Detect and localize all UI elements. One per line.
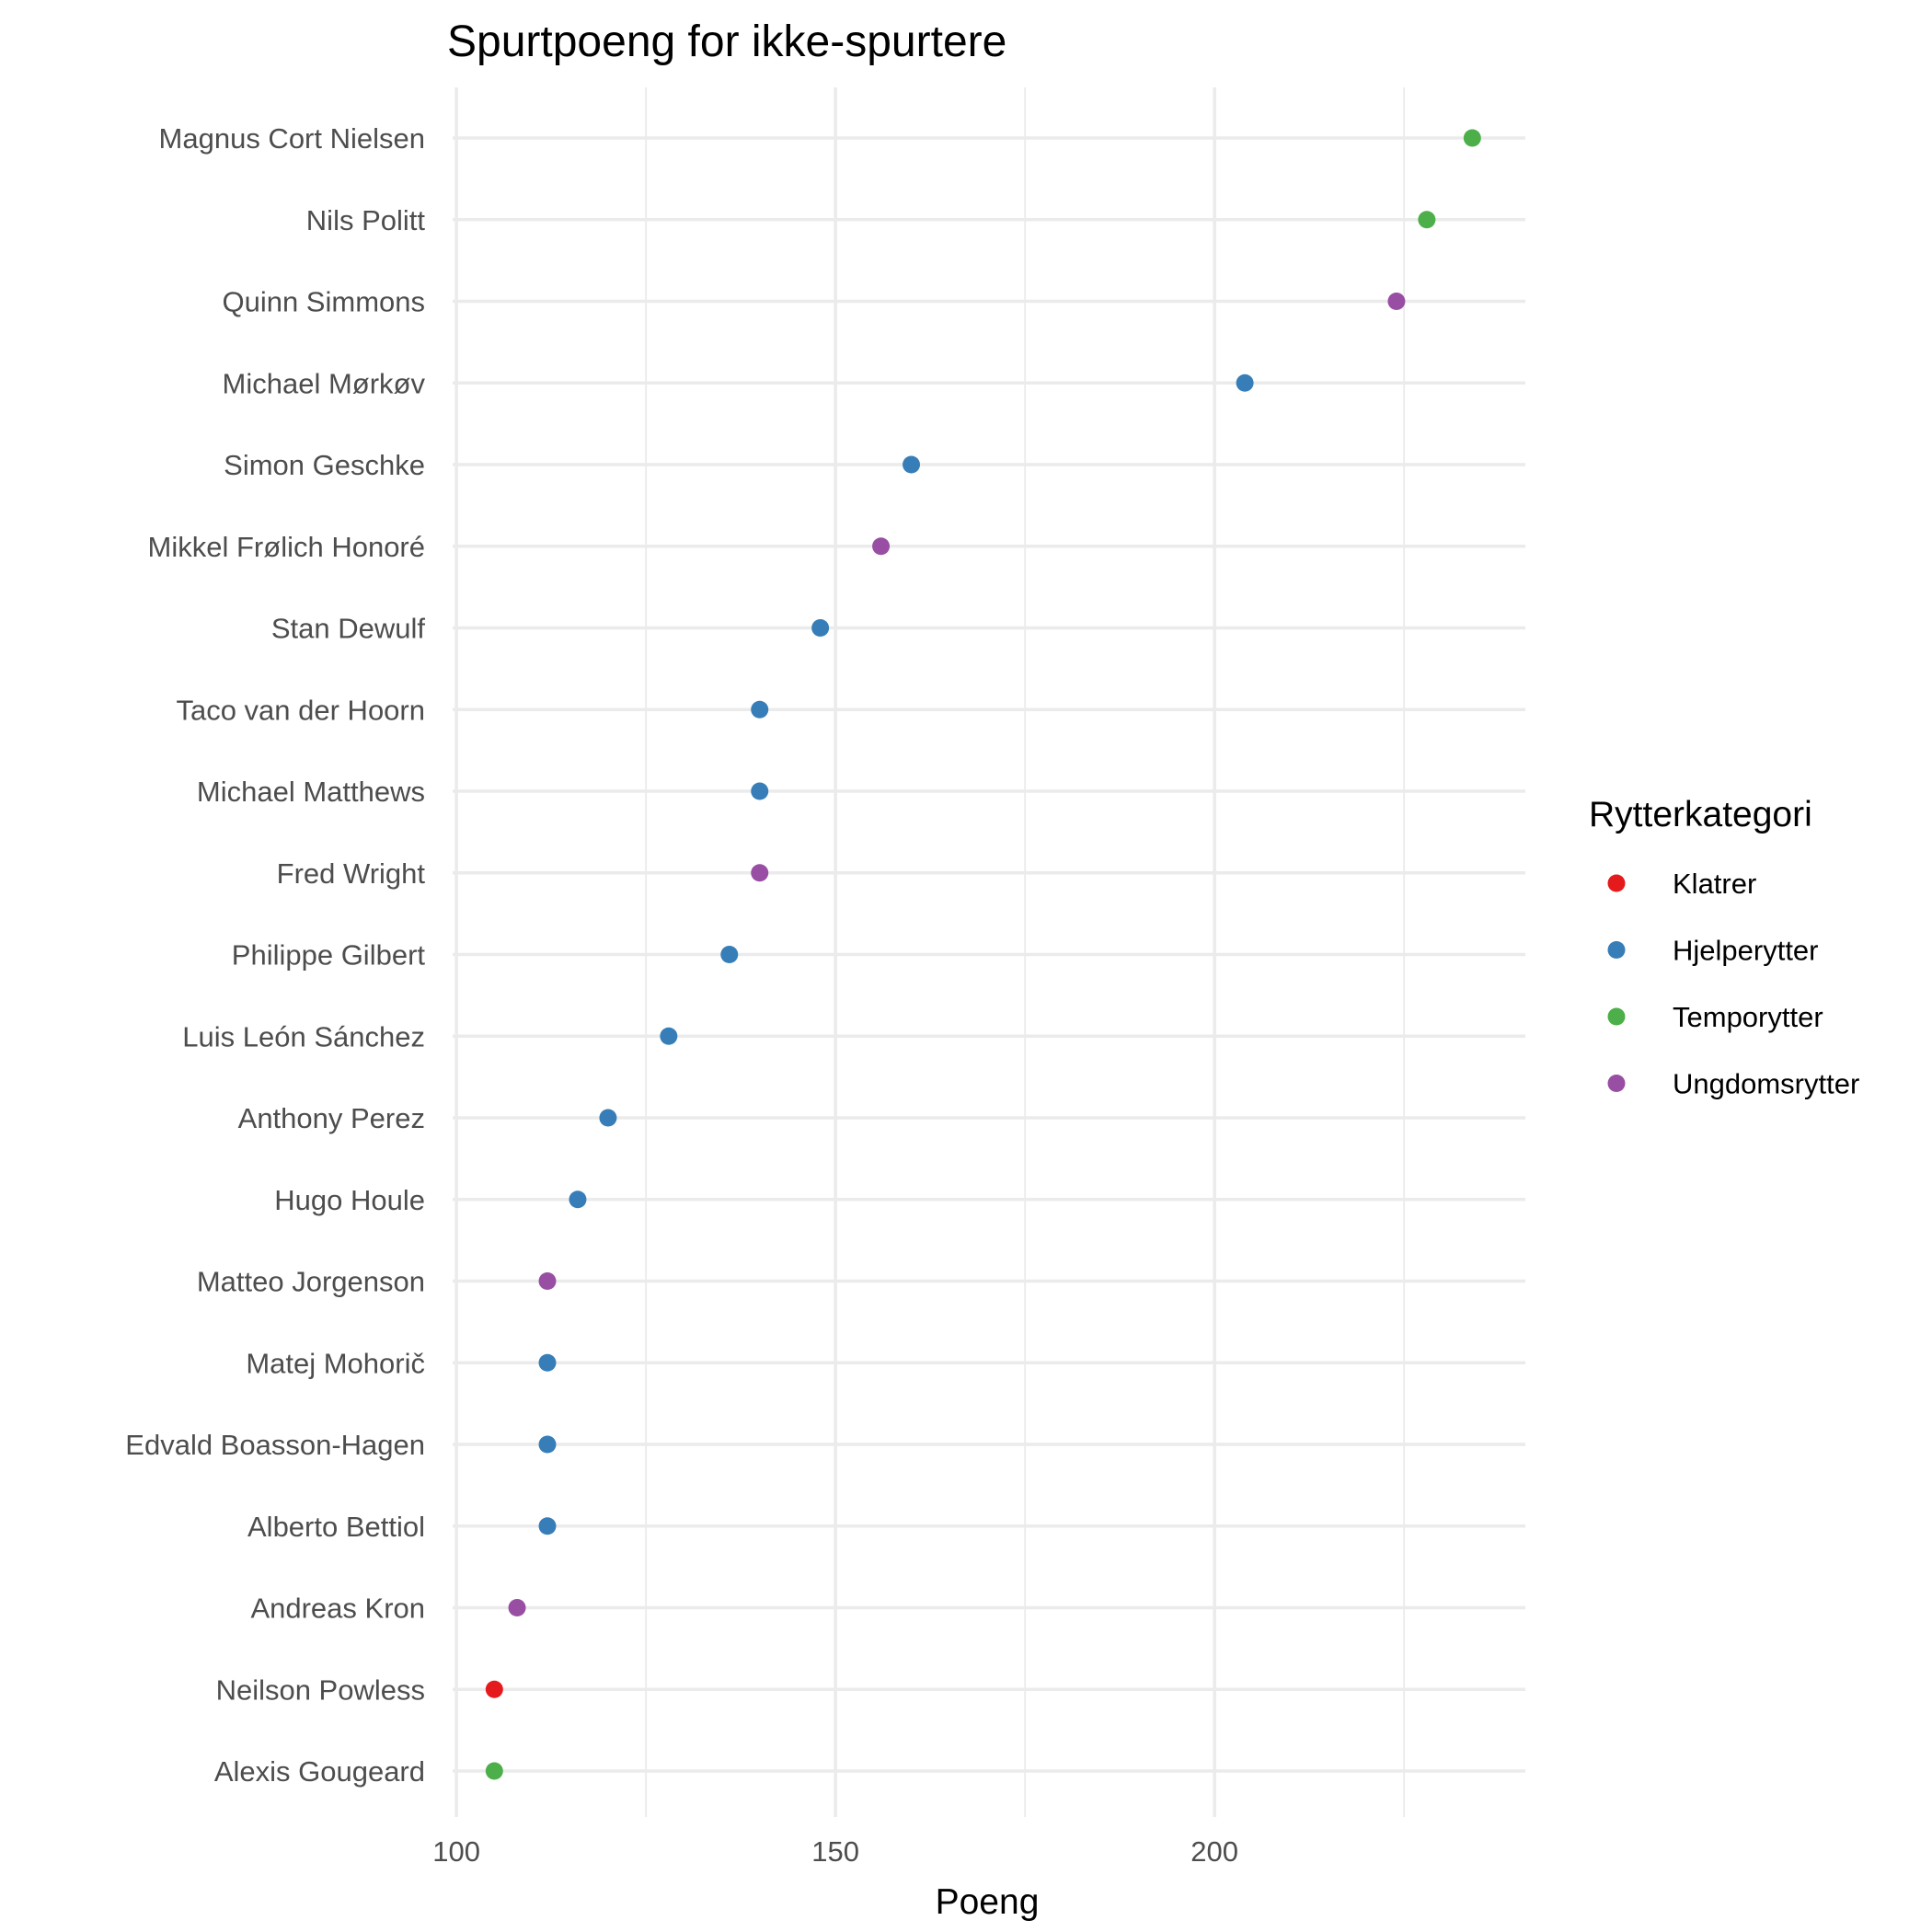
y-tick-label: Philippe Gilbert: [232, 939, 426, 972]
y-tick-label: Edvald Boasson-Hagen: [125, 1429, 425, 1461]
y-tick-label: Matteo Jorgenson: [197, 1266, 425, 1298]
data-point: [751, 864, 769, 882]
data-point: [660, 1027, 678, 1045]
y-tick-label: Taco van der Hoorn: [176, 694, 425, 726]
y-tick-label: Alexis Gougeard: [214, 1755, 425, 1788]
y-tick-label: Nils Politt: [306, 204, 426, 236]
data-point: [720, 946, 739, 963]
chart-title: Spurtpoeng for ikke-spurtere: [447, 17, 1006, 66]
y-tick-label: Matej Mohorič: [246, 1347, 425, 1379]
legend-title: Rytterkategori: [1589, 795, 1812, 834]
legend-label: Klatrer: [1673, 868, 1756, 900]
x-axis-title: Poeng: [936, 1882, 1040, 1922]
data-point: [569, 1190, 587, 1209]
y-tick-label: Simon Geschke: [224, 449, 425, 481]
data-point: [508, 1599, 526, 1616]
y-tick-label: Alberto Bettiol: [247, 1511, 425, 1543]
data-points: [485, 129, 1481, 1780]
y-tick-label: Anthony Perez: [238, 1102, 425, 1134]
data-point: [1418, 211, 1436, 229]
data-point: [538, 1353, 557, 1372]
legend-key: [1607, 941, 1626, 959]
data-point: [872, 537, 891, 556]
data-point: [811, 619, 830, 637]
y-tick-label: Michael Matthews: [197, 776, 425, 808]
data-point: [1463, 129, 1481, 147]
y-tick-label: Magnus Cort Nielsen: [159, 122, 425, 155]
legend-label: Ungdomsrytter: [1673, 1068, 1859, 1100]
grid: [453, 87, 1525, 1817]
legend-key: [1607, 1075, 1626, 1092]
data-point: [538, 1272, 557, 1290]
y-tick-label: Andreas Kron: [250, 1593, 425, 1625]
data-point: [538, 1435, 557, 1454]
data-point: [599, 1109, 617, 1127]
data-point: [538, 1517, 557, 1535]
data-point: [485, 1680, 503, 1698]
y-tick-label: Mikkel Frølich Honoré: [148, 531, 425, 563]
x-tick-label: 200: [1190, 1835, 1238, 1868]
legend-label: Hjelperytter: [1673, 935, 1819, 967]
data-point: [751, 700, 769, 719]
y-tick-label: Michael Mørkøv: [223, 367, 426, 399]
x-tick-label: 150: [811, 1835, 859, 1868]
data-point: [903, 455, 921, 474]
legend-key: [1607, 874, 1626, 892]
legend-key: [1607, 1007, 1626, 1026]
data-point: [485, 1762, 503, 1780]
axis-ticks: 100 150 200 Magnus Cort Nielsen Nils Politt Q…: [125, 122, 1238, 1868]
y-tick-label: Fred Wright: [277, 857, 426, 890]
y-tick-label: Luis León Sánchez: [182, 1020, 425, 1052]
y-tick-label: Quinn Simmons: [222, 286, 425, 318]
y-tick-label: Neilson Powless: [216, 1673, 425, 1706]
y-tick-label: Hugo Houle: [274, 1184, 425, 1216]
data-point: [751, 782, 769, 800]
legend-label: Temporytter: [1673, 1001, 1823, 1033]
data-point: [1236, 374, 1254, 392]
legend: Rytterkategori Klatrer Hjelperytter Tempor…: [1589, 795, 1859, 1100]
data-point: [1387, 293, 1406, 310]
x-tick-label: 100: [432, 1835, 480, 1868]
y-tick-label: Stan Dewulf: [271, 613, 426, 645]
